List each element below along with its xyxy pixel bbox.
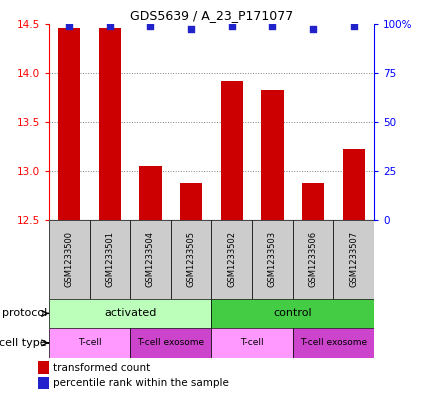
Point — [188, 26, 195, 33]
Text: GSM1233503: GSM1233503 — [268, 231, 277, 287]
Text: GSM1233506: GSM1233506 — [309, 231, 317, 287]
Bar — [99, 29, 121, 220]
Text: transformed count: transformed count — [53, 362, 150, 373]
Text: T-cell: T-cell — [78, 338, 101, 347]
Bar — [171, 220, 211, 299]
Bar — [211, 328, 293, 358]
Point — [310, 26, 317, 33]
Point — [66, 22, 73, 29]
Bar — [49, 299, 211, 328]
Bar — [302, 183, 324, 220]
Bar — [180, 183, 202, 220]
Bar — [333, 220, 374, 299]
Text: percentile rank within the sample: percentile rank within the sample — [53, 378, 229, 388]
Point — [350, 22, 357, 29]
Bar — [49, 220, 90, 299]
Bar — [252, 220, 293, 299]
Text: cell type: cell type — [0, 338, 47, 348]
Title: GDS5639 / A_23_P171077: GDS5639 / A_23_P171077 — [130, 9, 293, 22]
Text: GSM1233500: GSM1233500 — [65, 231, 74, 287]
Text: T-cell exosome: T-cell exosome — [300, 338, 367, 347]
Bar — [38, 377, 49, 389]
Bar — [139, 166, 162, 220]
Text: GSM1233502: GSM1233502 — [227, 231, 236, 287]
Bar — [221, 81, 243, 220]
Bar — [49, 328, 130, 358]
Bar — [38, 361, 49, 373]
Bar — [293, 328, 374, 358]
Bar — [261, 90, 283, 220]
Text: T-cell: T-cell — [240, 338, 264, 347]
Bar — [90, 220, 130, 299]
Bar — [211, 220, 252, 299]
Bar — [58, 29, 80, 220]
Text: activated: activated — [104, 309, 156, 318]
Bar — [130, 328, 211, 358]
Point — [269, 22, 276, 29]
Text: GSM1233507: GSM1233507 — [349, 231, 358, 287]
Point — [106, 22, 113, 29]
Bar — [130, 220, 171, 299]
Text: T-cell exosome: T-cell exosome — [137, 338, 204, 347]
Point — [147, 22, 154, 29]
Bar — [343, 149, 365, 220]
Bar — [211, 299, 374, 328]
Point — [228, 22, 235, 29]
Text: GSM1233505: GSM1233505 — [187, 231, 196, 287]
Text: control: control — [273, 309, 312, 318]
Text: GSM1233504: GSM1233504 — [146, 231, 155, 287]
Bar — [293, 220, 333, 299]
Text: protocol: protocol — [2, 309, 47, 318]
Text: GSM1233501: GSM1233501 — [105, 231, 114, 287]
